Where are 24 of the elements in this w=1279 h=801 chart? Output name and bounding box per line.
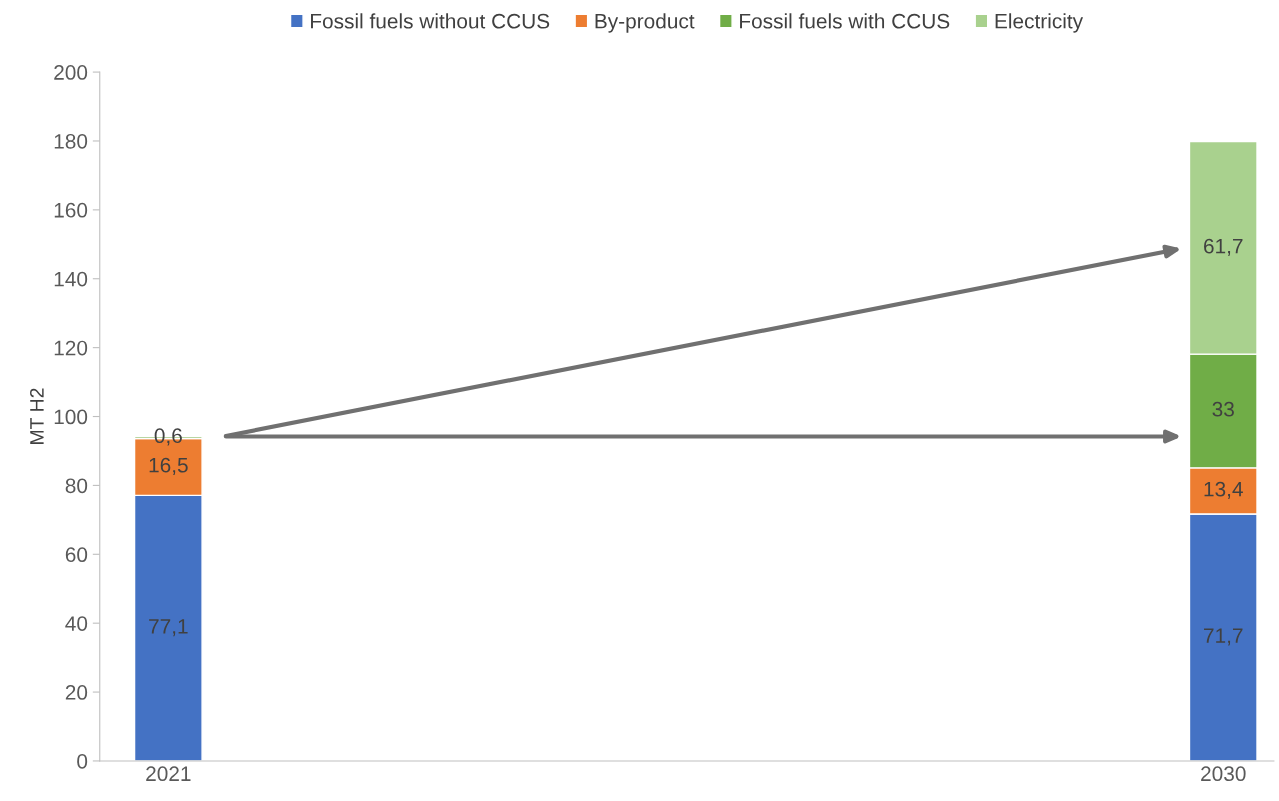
data-label: 77,1 [149, 619, 188, 637]
y-tick-label: 180 [54, 133, 88, 149]
legend-label: Electricity [995, 13, 1084, 33]
y-tick-label: 0 [77, 753, 88, 769]
legend-label: By-product [595, 13, 695, 33]
y-tick-label: 40 [65, 616, 88, 631]
y-tick-label: 20 [65, 685, 88, 700]
data-label: 61,7 [1204, 238, 1243, 256]
y-tick-label: 120 [54, 340, 88, 356]
legend-label: Fossil fuels without CCUS [311, 13, 550, 29]
y-tick-label: 140 [54, 271, 88, 287]
legend-label: Fossil fuels with CCUS [740, 13, 950, 29]
x-tick-label: 2030 [1201, 766, 1246, 782]
y-tick-label: 160 [54, 202, 88, 218]
y-tick-label: 100 [54, 409, 88, 425]
data-label: 33 [1212, 401, 1234, 417]
y-axis-title: MT H2 [30, 388, 44, 444]
x-tick-label: 2021 [146, 766, 191, 782]
data-label: 71,7 [1204, 628, 1243, 646]
data-label: 13,4 [1204, 481, 1243, 499]
data-label: 16,5 [149, 457, 188, 476]
y-tick-label: 60 [65, 547, 88, 563]
y-tick-label: 80 [65, 478, 88, 494]
y-tick-label: 200 [54, 65, 88, 80]
